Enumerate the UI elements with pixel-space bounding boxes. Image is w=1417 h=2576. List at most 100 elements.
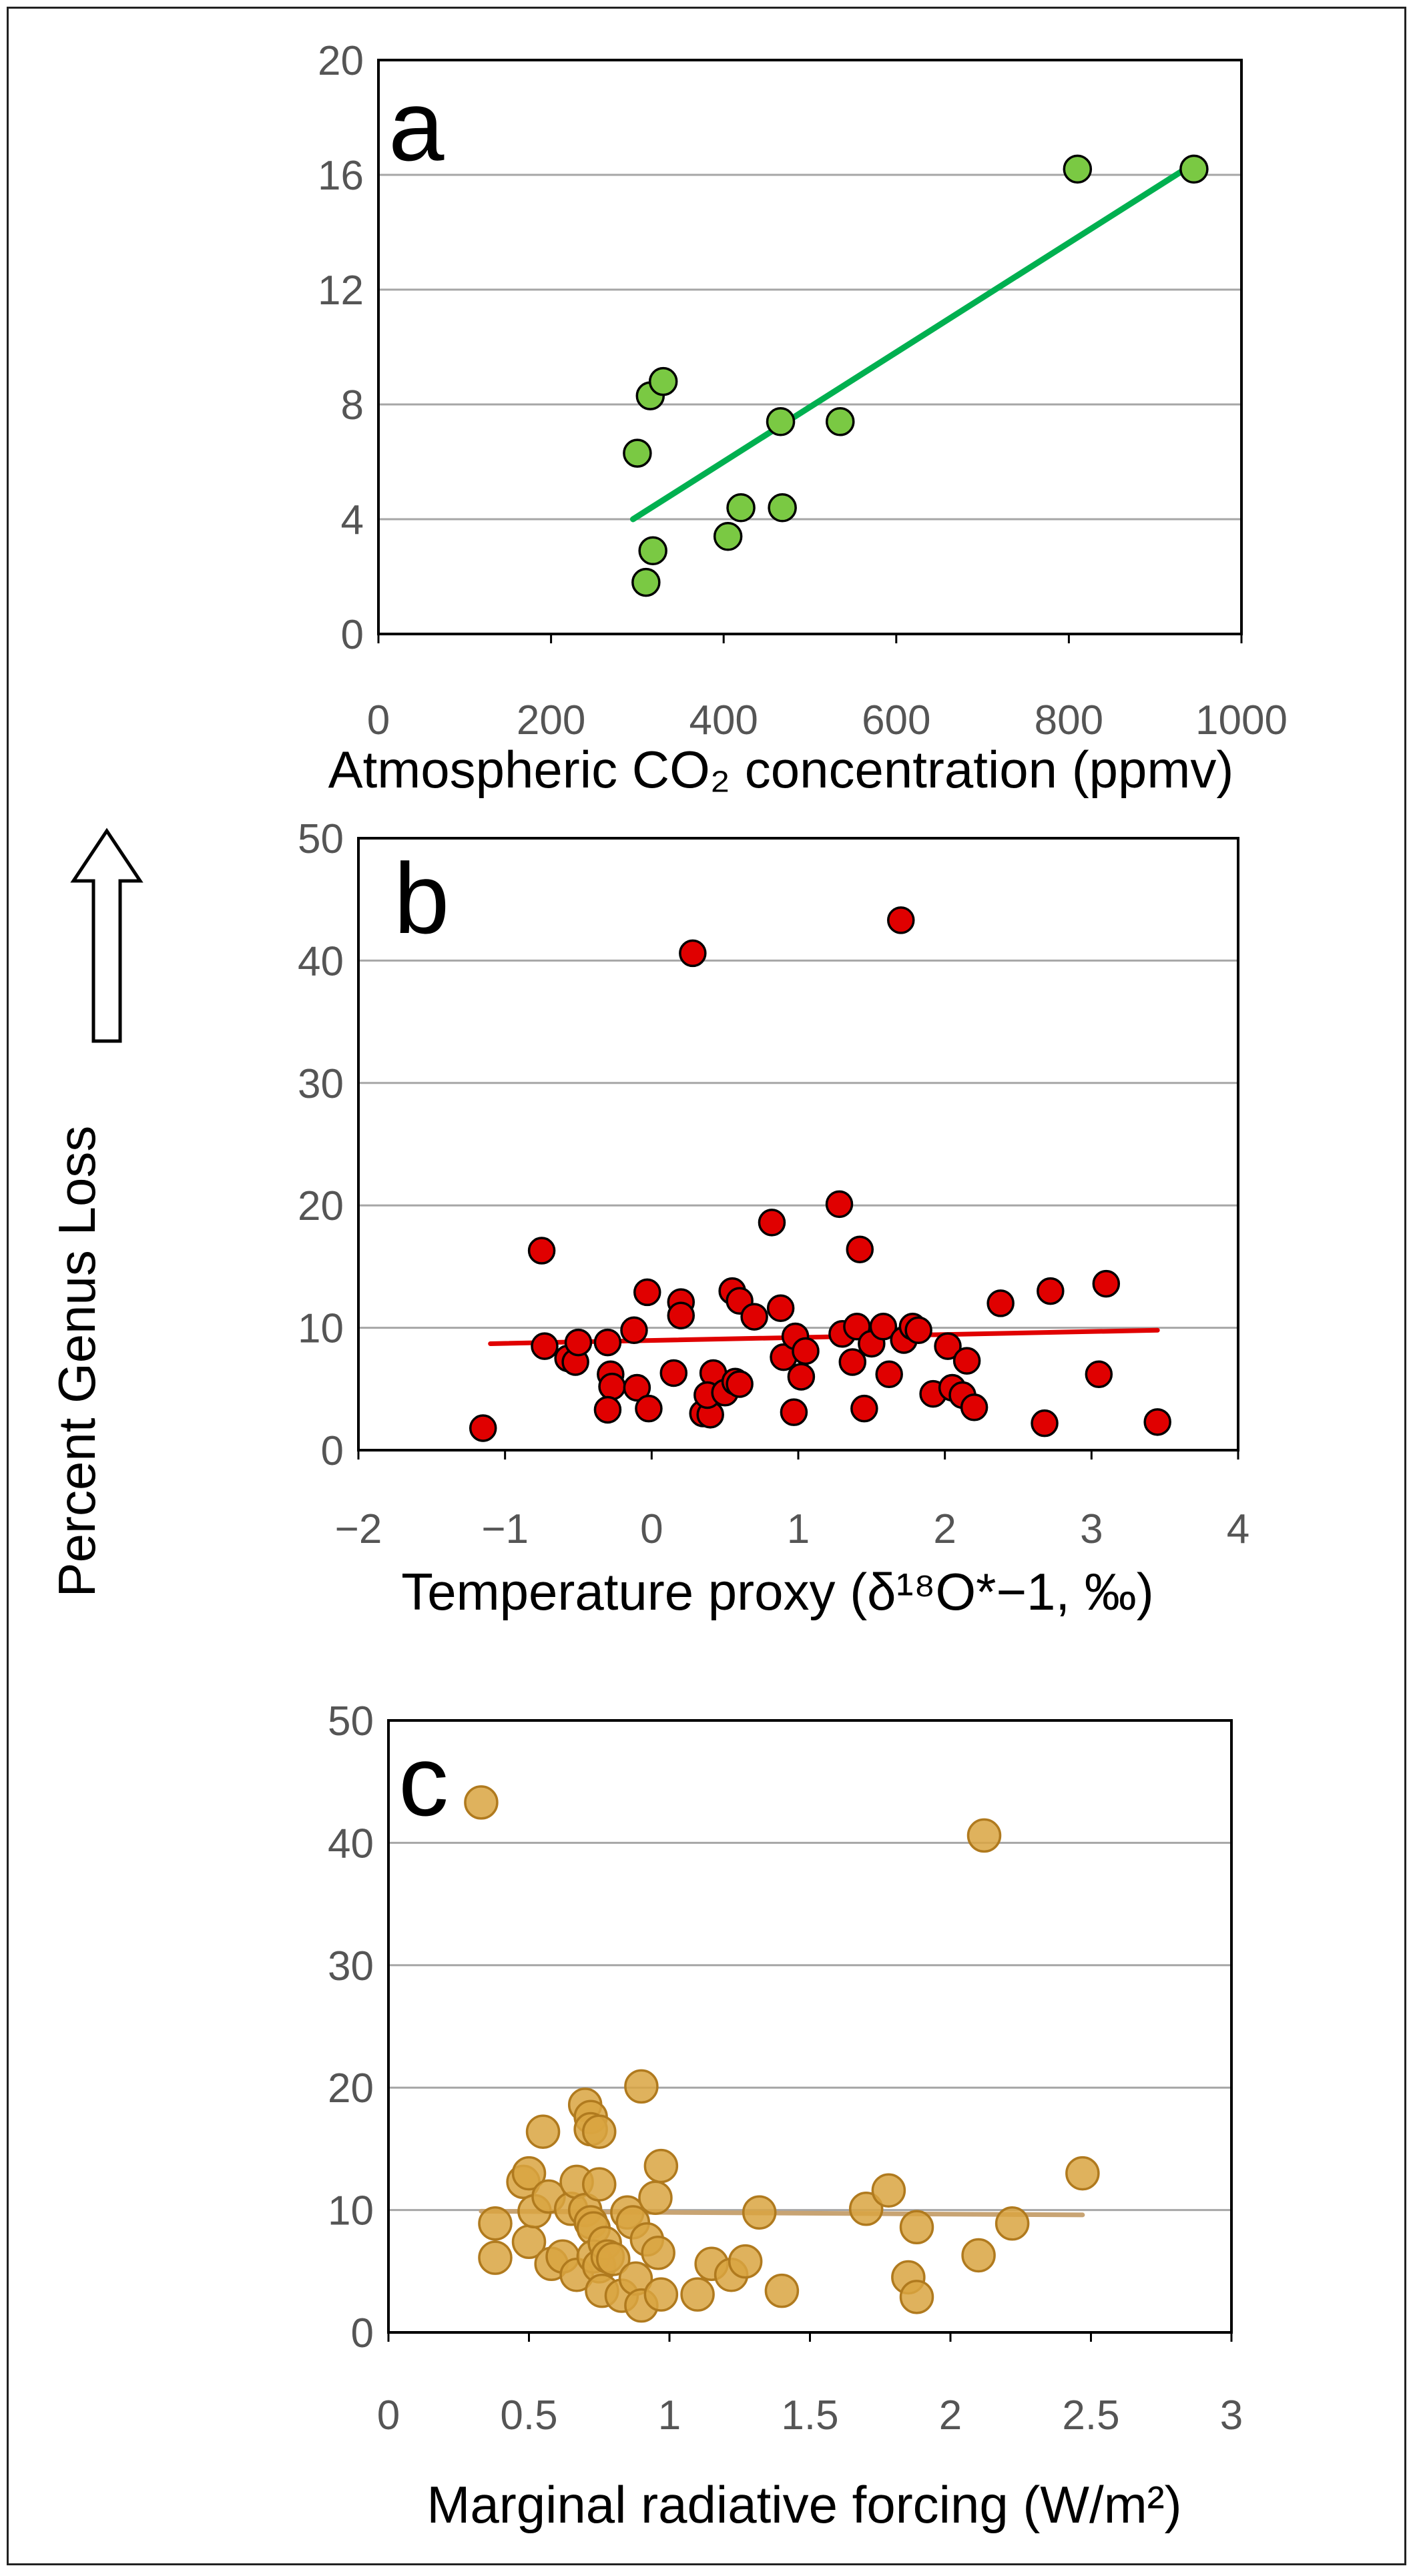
panel-c-data-point (966, 1818, 1002, 1853)
panel-a-data-point (726, 493, 756, 523)
panel-c-data-point (848, 2192, 884, 2226)
panel-c-data-point (899, 2210, 934, 2245)
panel-c-ytick-label: 20 (328, 2065, 374, 2112)
panel-b-ytick-label: 30 (298, 1061, 344, 1107)
panel-a-data-point (1063, 154, 1093, 184)
panel-b-xtick-label: 4 (1227, 1506, 1249, 1552)
panel-a-xtick-label: 600 (862, 697, 930, 743)
panel-a-points (623, 154, 1209, 597)
panel-b-data-point (620, 1316, 648, 1345)
panel-c-data-point (638, 2180, 673, 2216)
panel-c-data-point (961, 2238, 996, 2273)
panel-b-data-point (564, 1328, 593, 1357)
panel-a-data-point (768, 493, 797, 523)
up-arrow-icon (70, 828, 144, 1043)
panel-b-data-point (469, 1414, 497, 1442)
panel-b-data-point (726, 1370, 754, 1398)
panel-b-xtick-label: −1 (481, 1506, 529, 1552)
panel-c-plot-border (387, 1719, 1233, 2334)
panel-b-points (469, 906, 1171, 1442)
panel-c-ytick-label: 10 (328, 2188, 374, 2234)
shared-ylabel-group: Percent Genus Loss (47, 828, 144, 1597)
panel-b-data-point (792, 1337, 820, 1365)
panel-b-data-point (1092, 1269, 1121, 1298)
panel-b-data-point (869, 1313, 898, 1341)
panel-c-data-point (899, 2280, 934, 2314)
panel-b-letter: b (394, 842, 449, 954)
panel-c-data-point (871, 2173, 906, 2208)
panel-b-ytick-label: 0 (321, 1428, 344, 1474)
panel-c-yticks: 0 10 20 30 40 50 (328, 1698, 374, 2356)
panel-b-chart: b 0 10 20 30 40 50 −2 −1 0 1 2 3 4 Temperature prox… (298, 816, 1249, 1621)
panel-b-data-point (593, 1395, 622, 1424)
panel-b-data-point (825, 1190, 854, 1219)
panel-b-ytick-label: 40 (298, 938, 344, 984)
panel-b-xlabel: Temperature proxy (δ¹⁸O*−1, ‰) (401, 1562, 1154, 1621)
panel-c-gridlines (388, 1841, 1231, 2212)
panel-c-data-point (995, 2206, 1030, 2241)
panel-b-data-point (598, 1372, 626, 1401)
panel-a-xtick-label: 800 (1035, 697, 1103, 743)
panel-b-data-point (593, 1328, 622, 1357)
panel-a-ytick-label: 4 (341, 497, 364, 543)
panel-b-data-point (904, 1316, 932, 1345)
panel-b-yticks: 0 10 20 30 40 50 (298, 816, 344, 1474)
panel-a-ytick-label: 16 (318, 153, 364, 199)
panel-c-ytick-label: 50 (328, 1698, 374, 1744)
panel-c-data-point (525, 2114, 561, 2149)
panel-b-data-point (846, 1235, 874, 1263)
panel-c-data-point (728, 2244, 763, 2279)
panel-a-data-point (1179, 154, 1209, 184)
panel-b-xtick-label: 1 (787, 1506, 810, 1552)
panel-b-data-point (875, 1360, 903, 1389)
panel-c-data-point (643, 2148, 679, 2184)
panel-b-xtick-label: 3 (1080, 1506, 1103, 1552)
panel-a-xtick-label: 400 (689, 697, 758, 743)
panel-b-data-point (633, 1278, 661, 1307)
panel-b-ytick-label: 20 (298, 1183, 344, 1229)
panel-c-data-point (582, 2167, 617, 2202)
panel-b-data-point (766, 1294, 795, 1323)
panel-c-xtick-label: 2 (939, 2392, 962, 2439)
panel-c-data-point (641, 2236, 675, 2270)
panel-a-letter: a (388, 69, 445, 182)
panel-b-plot-border (357, 837, 1239, 1452)
panel-b-xticks: −2 −1 0 1 2 3 4 (335, 1450, 1249, 1552)
panel-b-data-point (679, 939, 707, 968)
panel-c-data-point (582, 2114, 617, 2149)
panel-a-trendline (629, 163, 1193, 523)
figure-frame (7, 7, 1406, 2565)
panel-c-data-point (464, 1785, 499, 1820)
panel-a-gridlines (378, 174, 1241, 521)
panel-c-data-point (596, 2242, 631, 2276)
panel-c-data-point (478, 2206, 513, 2241)
panel-c-ytick-label: 30 (328, 1943, 374, 1989)
panel-c-xticks: 0 0.5 1 1.5 2 2.5 3 (377, 2332, 1243, 2439)
panel-a-yticks: 0 4 8 12 16 20 (318, 38, 364, 658)
panel-b-data-point (1143, 1408, 1171, 1436)
panel-a-data-point (638, 536, 667, 566)
panel-b-data-point (960, 1393, 988, 1421)
panel-b-data-point (780, 1398, 808, 1426)
panel-c-xtick-label: 0 (377, 2392, 400, 2439)
panel-c-ytick-label: 40 (328, 1821, 374, 1867)
panel-a-xtick-label: 0 (367, 697, 390, 743)
panel-c-data-point (1065, 2156, 1100, 2191)
panel-a-data-point (713, 522, 743, 551)
panel-a-trend-line (629, 163, 1193, 523)
panel-b-data-point (659, 1359, 688, 1387)
panel-c-data-point (742, 2195, 777, 2230)
panel-b-data-point (850, 1394, 878, 1423)
panel-a-xlabel: Atmospheric CO₂ concentration (ppmv) (328, 740, 1234, 799)
panel-a-chart: a 0 4 8 12 16 20 0 200 400 600 800 1000 Atmospheri… (318, 38, 1288, 799)
panel-c-chart: c 0 10 20 30 40 50 0 0.5 1 1.5 2 2.5 3 Marginal rad… (328, 1698, 1243, 2534)
panel-a-data-point (766, 407, 796, 436)
panel-c-data-point (680, 2277, 715, 2312)
panel-c-data-point (511, 2156, 547, 2191)
panel-b-data-point (1037, 1277, 1065, 1305)
panel-c-letter: c (398, 1724, 449, 1837)
panel-b-data-point (1085, 1360, 1113, 1389)
panel-b-data-point (934, 1332, 962, 1360)
panel-b-data-point (623, 1373, 651, 1402)
